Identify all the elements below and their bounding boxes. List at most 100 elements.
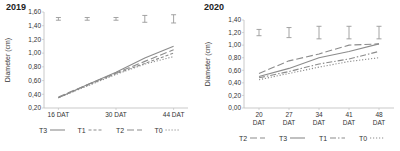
y-tick: [242, 20, 244, 21]
y-tick-label: 1,60: [28, 8, 41, 15]
x-tick-label: 34DAT: [313, 111, 326, 126]
x-tick-label: 30 DAT: [105, 111, 127, 118]
error-bar-cap: [114, 17, 119, 18]
y-tick: [242, 57, 244, 58]
series-line: [58, 53, 173, 98]
y-tick: [42, 53, 44, 54]
series-line: [58, 46, 173, 97]
y-tick: [242, 45, 244, 46]
legend-swatch: [330, 137, 345, 138]
error-bar-cap: [257, 35, 262, 36]
error-bar-stem: [144, 15, 145, 22]
y-tick-label: 0,00: [228, 104, 241, 111]
plot-area: [56, 15, 176, 98]
legend-swatch: [250, 137, 265, 138]
error-bar: [142, 15, 147, 22]
series-line: [259, 44, 379, 77]
legend-swatch: [290, 137, 305, 138]
error-bar-stem: [173, 15, 174, 23]
x-tick-label-line: DAT: [253, 119, 266, 126]
y-tick: [42, 108, 44, 109]
error-bar-stem: [349, 26, 350, 39]
legend-label: T2: [116, 127, 124, 134]
y-tick-label: 1,00: [228, 41, 241, 48]
y-tick-label: 1,40: [228, 16, 241, 23]
plot-area: [257, 26, 382, 79]
y-axis-line: [44, 12, 45, 108]
y-axis-line: [244, 20, 245, 108]
error-bar-cap: [317, 38, 322, 39]
legend-label: T2: [239, 135, 247, 142]
legend-label: T3: [39, 127, 47, 134]
y-tick: [242, 82, 244, 83]
x-tick: [349, 108, 350, 110]
y-tick: [42, 94, 44, 95]
legend-swatch: [166, 129, 181, 130]
y-tick-label: 0,20: [228, 92, 241, 99]
error-bar-cap: [347, 26, 352, 27]
error-bar: [56, 17, 61, 20]
x-tick: [58, 108, 59, 110]
x-tick-label: 27DAT: [283, 111, 296, 126]
error-bar-cap: [56, 20, 61, 21]
y-tick: [42, 39, 44, 40]
error-bar-cap: [142, 15, 147, 16]
y-tick-label: 1,20: [28, 36, 41, 43]
panel: 2019Diameter (cm)0,200,400,600,801,001,2…: [4, 2, 188, 134]
legend-swatch: [50, 129, 65, 130]
legend-label: T1: [319, 135, 327, 142]
error-bar: [257, 29, 262, 35]
x-tick-label-line: 34: [315, 111, 323, 118]
legend-swatch: [89, 129, 104, 130]
y-tick: [242, 32, 244, 33]
error-bar-stem: [259, 29, 260, 35]
x-tick: [116, 108, 117, 110]
x-tick-label-line: 20: [255, 111, 263, 118]
panel: 2020Diameter (cm)0,000,200,400,600,801,0…: [204, 2, 394, 142]
x-tick: [319, 108, 320, 110]
y-tick-label: 1,00: [28, 49, 41, 56]
error-bar: [317, 26, 322, 39]
y-tick-label: 0,40: [28, 91, 41, 98]
y-tick-label: 0,60: [28, 77, 41, 84]
error-bar-cap: [317, 26, 322, 27]
y-tick: [242, 95, 244, 96]
y-tick-label: 0,40: [228, 79, 241, 86]
x-tick-label-line: 41: [345, 111, 353, 118]
legend-swatch: [127, 129, 142, 130]
x-tick-label: 20DAT: [253, 111, 266, 126]
figure: 2019Diameter (cm)0,200,400,600,801,001,2…: [0, 0, 400, 151]
error-bar-cap: [287, 27, 292, 28]
error-bar: [287, 28, 292, 38]
y-tick-label: 1,20: [228, 29, 241, 36]
legend-label: T0: [155, 127, 163, 134]
legend-label: T0: [359, 135, 367, 142]
x-tick-label-line: DAT: [313, 119, 326, 126]
error-bar: [377, 26, 382, 39]
error-bar: [171, 15, 176, 23]
error-bar: [85, 17, 90, 20]
title: 2019: [6, 2, 26, 12]
error-bar-cap: [142, 22, 147, 23]
y-tick-label: 0,20: [28, 104, 41, 111]
y-tick: [42, 80, 44, 81]
x-tick-label: 41DAT: [343, 111, 356, 126]
y-tick: [42, 66, 44, 67]
x-tick-label-line: 48: [375, 111, 383, 118]
y-axis-label: Diameter (cm): [4, 38, 12, 82]
error-bar: [114, 17, 119, 20]
x-tick: [379, 108, 380, 110]
title: 2020: [204, 2, 224, 12]
x-tick-label: 48DAT: [373, 111, 386, 126]
y-axis-label: Diameter (cm): [204, 42, 212, 86]
legend: T3T1T2T0: [39, 127, 181, 134]
y-tick-label: 1,40: [28, 22, 41, 29]
x-tick-label-line: DAT: [343, 119, 356, 126]
x-tick: [289, 108, 290, 110]
x-tick: [259, 108, 260, 110]
error-bar-cap: [114, 20, 119, 21]
y-tick: [42, 25, 44, 26]
series-line: [259, 58, 379, 80]
error-bar-cap: [56, 17, 61, 18]
x-tick-label-line: 27: [285, 111, 293, 118]
